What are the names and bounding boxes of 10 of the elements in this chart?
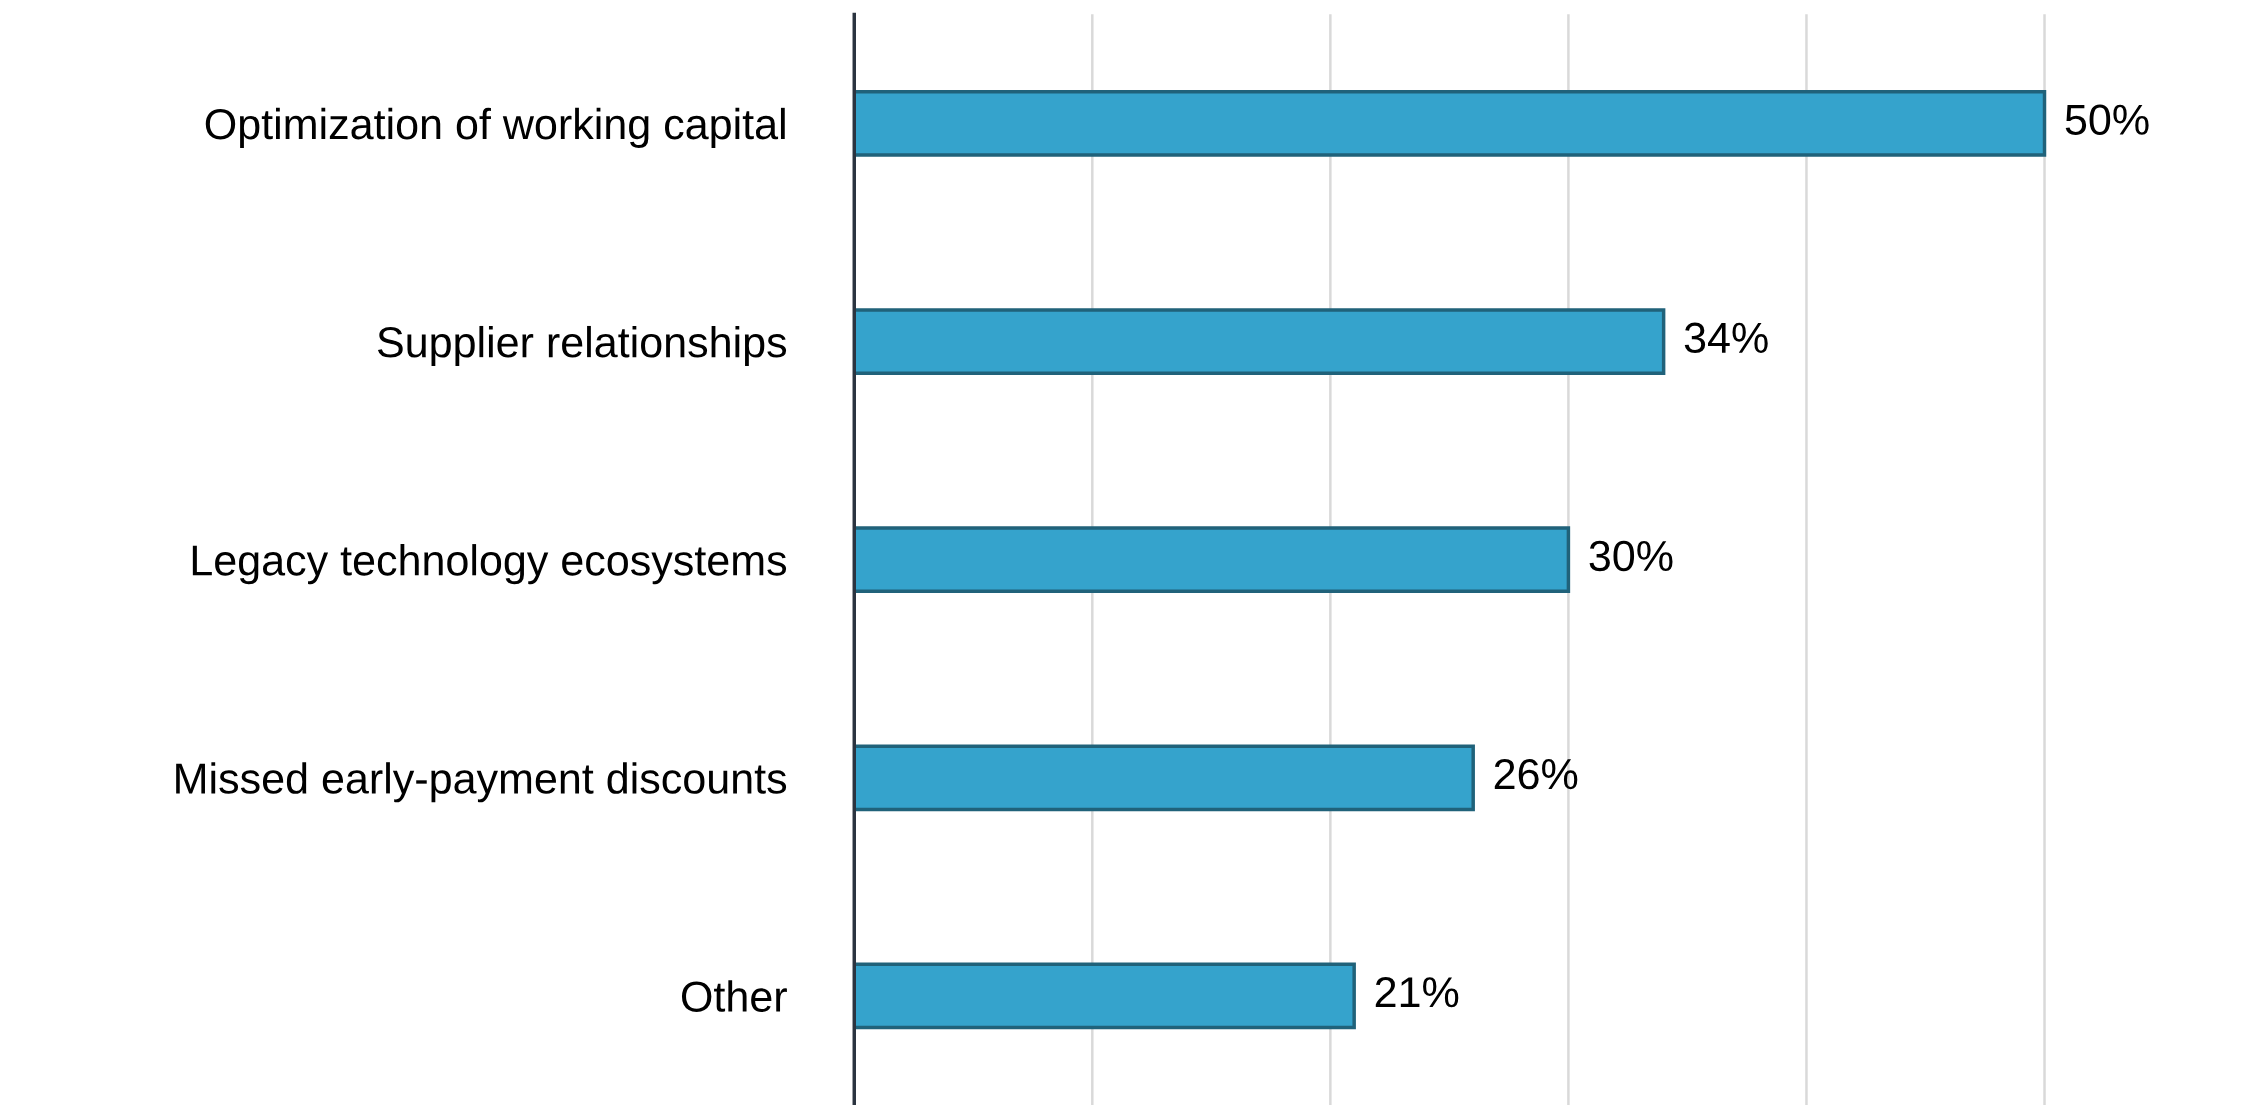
y-tick-label: Other: [681, 980, 787, 1012]
data-label: 34%: [1684, 322, 1768, 354]
data-label: 50%: [2065, 104, 2149, 135]
data-label: 26%: [1494, 758, 1578, 790]
data-label: 21%: [1375, 977, 1459, 1008]
y-tick-label: Legacy technology ecosystems: [192, 544, 787, 585]
y-tick-label: Missed early-payment discounts: [176, 762, 787, 803]
y-tick-label: Optimization of working capital: [205, 107, 785, 148]
data-label: 30%: [1589, 540, 1673, 572]
y-tick-label: Supplier relationships: [377, 325, 787, 367]
